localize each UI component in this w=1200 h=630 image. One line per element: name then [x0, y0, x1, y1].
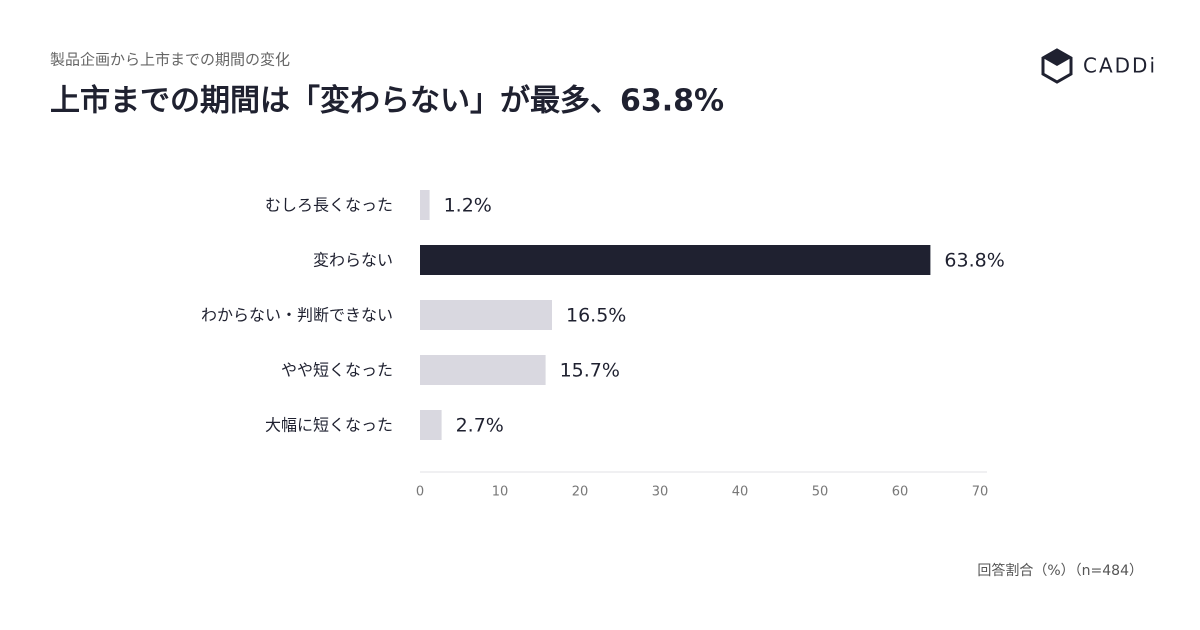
chart-subtitle: 製品企画から上市までの期間の変化	[50, 51, 290, 69]
y-tick-label: 変わらない	[313, 251, 393, 270]
bar	[420, 410, 442, 440]
value-label: 16.5%	[566, 305, 626, 327]
y-tick-label: わからない・判断できない	[201, 306, 393, 325]
bar	[420, 355, 546, 385]
value-label: 2.7%	[456, 415, 504, 437]
y-tick-label: 大幅に短くなった	[265, 416, 393, 435]
y-tick-label: むしろ長くなった	[265, 196, 393, 215]
logo-icon-top	[1043, 50, 1071, 66]
value-label: 63.8%	[944, 250, 1004, 272]
x-tick-label: 30	[652, 485, 669, 500]
bar	[420, 190, 430, 220]
x-tick-label: 50	[812, 485, 829, 500]
note: 回答割合（%）（n=484）	[977, 562, 1143, 579]
logo: CADDi	[1041, 48, 1157, 84]
x-tick-label: 10	[492, 485, 509, 500]
logo-text: CADDi	[1083, 54, 1157, 78]
x-tick-label: 60	[892, 485, 909, 500]
value-label: 1.2%	[444, 195, 492, 217]
chart-title: 上市までの期間は「変わらない」が最多、63.8%	[50, 84, 724, 119]
bar	[420, 300, 552, 330]
value-label: 15.7%	[560, 360, 620, 382]
x-tick-label: 20	[572, 485, 589, 500]
x-tick-label: 40	[732, 485, 749, 500]
x-tick-label: 0	[416, 485, 424, 500]
x-tick-label: 70	[972, 485, 989, 500]
bar	[420, 245, 931, 275]
y-tick-label: やや短くなった	[281, 361, 393, 380]
